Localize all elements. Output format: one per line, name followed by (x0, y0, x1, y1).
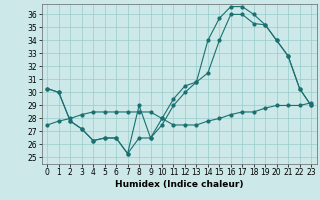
X-axis label: Humidex (Indice chaleur): Humidex (Indice chaleur) (115, 180, 244, 189)
